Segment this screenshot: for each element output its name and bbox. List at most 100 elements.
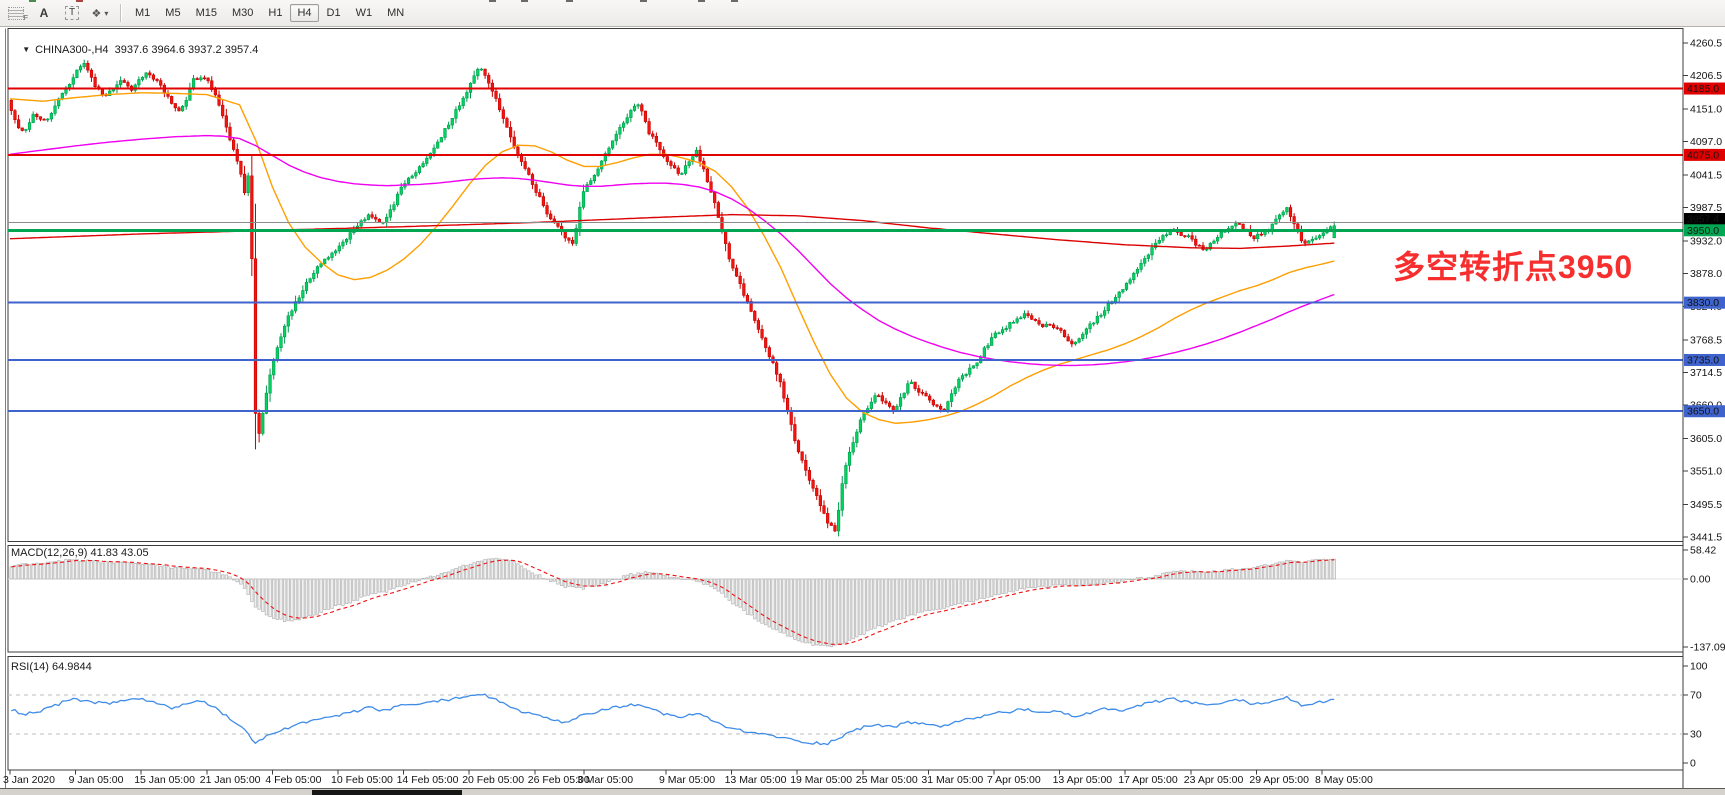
window-edge-artifact (489, 0, 496, 2)
time-axis-label: 31 Mar 05:00 (921, 774, 983, 786)
top-toolbar: F A T ❖ ▾ M1 M5 M15 M30 H1 H4 D1 W1 MN (0, 0, 1725, 27)
price-axis-label: 3495.5 (1690, 499, 1722, 511)
time-axis-label: 14 Feb 05:00 (397, 774, 459, 786)
hline-badge (1684, 296, 1725, 309)
time-axis-label: 4 Feb 05:00 (265, 774, 321, 786)
window-edge-artifact (731, 0, 738, 2)
chevron-down-icon: ▾ (104, 8, 109, 18)
tf-button-w1[interactable]: W1 (355, 7, 373, 19)
price-axis-label: 4260.5 (1690, 38, 1722, 50)
rsi-indicator-label: RSI(14) 64.9844 (11, 661, 92, 673)
rsi-axis-label: 100 (1690, 661, 1708, 673)
time-axis-label: 21 Jan 05:00 (200, 774, 261, 786)
macd-indicator-label: MACD(12,26,9) 41.83 43.05 (11, 547, 149, 559)
symbol-dropdown-icon[interactable]: ▼ (22, 45, 31, 54)
hline-badge-label: 3950.0 (1687, 225, 1719, 237)
macd-axis-label: 58.42 (1690, 545, 1716, 557)
time-axis-label: 3 Jan 2020 (3, 774, 55, 786)
time-axis[interactable]: 3 Jan 2020 9 Jan 05:00 15 Jan 05:00 21 Jan … (3, 770, 1373, 787)
grid-f-label: F (23, 15, 28, 22)
styles-icon: ❖ (91, 7, 102, 20)
price-axis-label: 3605.0 (1690, 433, 1722, 445)
timeframes-group: M1 M5 M15 M30 H1 H4 D1 W1 MN (128, 4, 411, 22)
hline-badge (1684, 405, 1725, 418)
time-axis-label: 7 Apr 05:00 (987, 774, 1041, 786)
price-axis[interactable]: 4260.5 4206.5 4151.0 4097.0 4041.5 3987.5 3932… (1683, 38, 1725, 544)
macd-signal-line (11, 559, 1335, 645)
tf-button-m1[interactable]: M1 (135, 7, 151, 19)
chart-text-annotation[interactable]: 多空转折点3950 (1393, 249, 1634, 285)
price-axis-label: 4041.5 (1690, 170, 1722, 182)
rsi-line (11, 693, 1335, 746)
styles-button[interactable]: ❖ ▾ (87, 2, 113, 24)
tf-button-mn[interactable]: MN (387, 7, 405, 19)
time-axis-label: 29 Apr 05:00 (1249, 774, 1309, 786)
window-edge-artifact (521, 0, 528, 2)
rsi-axis-label: 70 (1690, 690, 1702, 702)
time-axis-label: 9 Jan 05:00 (69, 774, 124, 786)
candles-layer[interactable] (9, 59, 1336, 537)
main-panel[interactable] (7, 28, 1684, 542)
time-axis-label: 26 Feb 05:00 (528, 774, 590, 786)
grid-template-button[interactable]: F (3, 2, 29, 24)
time-axis-label: 25 Mar 05:00 (856, 774, 918, 786)
price-axis-label: 4151.0 (1690, 104, 1722, 116)
tf-button-d1[interactable]: D1 (326, 7, 341, 19)
grid-dots-icon (8, 6, 24, 20)
tf-button-m5[interactable]: M5 (165, 7, 181, 19)
time-axis-label: 3 Mar 05:00 (577, 774, 633, 786)
font-a-icon: A (39, 6, 49, 20)
window-edge-artifact (566, 0, 573, 2)
hline-badge (1684, 82, 1725, 95)
rsi-axis-label: 30 (1690, 728, 1702, 740)
text-t-icon: T (64, 6, 80, 20)
price-axis-label: 3987.5 (1690, 202, 1722, 214)
taskbar-fragment (312, 790, 462, 795)
time-axis-label: 20 Feb 05:00 (462, 774, 524, 786)
price-axis-label: 4097.0 (1690, 136, 1722, 148)
time-axis-label: 19 Mar 05:00 (790, 774, 852, 786)
price-axis-label: 3551.0 (1690, 465, 1722, 477)
time-axis-label: 13 Apr 05:00 (1053, 774, 1113, 786)
price-axis-label: 3878.0 (1690, 268, 1722, 280)
hline-badge-label: 4185.0 (1687, 83, 1719, 95)
price-axis-label: 4206.5 (1690, 70, 1722, 82)
tf-button-h1[interactable]: H1 (268, 7, 283, 19)
rsi-axis-label: 0 (1690, 758, 1696, 770)
price-axis-label: 3714.5 (1690, 367, 1722, 379)
rsi-indicator[interactable]: 100 70 30 0 (8, 661, 1708, 770)
current-price-badge-label: 3957.4 (1687, 214, 1719, 226)
window-edge-artifact (698, 0, 705, 2)
window-bottom-edge (0, 789, 1725, 795)
time-axis-label: 8 May 05:00 (1315, 774, 1373, 786)
hline-badge (1684, 353, 1725, 366)
time-axis-label: 17 Apr 05:00 (1118, 774, 1178, 786)
time-axis-label: 15 Jan 05:00 (134, 774, 195, 786)
macd-axis-label: -137.09 (1690, 642, 1725, 654)
tf-button-m30[interactable]: M30 (231, 7, 254, 19)
hline-badge-label: 3735.0 (1687, 354, 1719, 366)
macd-indicator[interactable]: 58.42 0.00 -137.09 (8, 545, 1725, 654)
hline-badge (1684, 224, 1725, 237)
current-price-badge (1684, 213, 1725, 225)
symbol-ohlc-line: ▼ CHINA300-,H4 3937.6 3964.6 3937.2 3957.… (10, 32, 258, 68)
rsi-panel[interactable] (7, 656, 1684, 771)
hline-badge-label: 3830.0 (1687, 297, 1719, 309)
chart-canvas[interactable]: 4260.5 4206.5 4151.0 4097.0 4041.5 3987.5 3932… (0, 28, 1725, 795)
tf-button-m15[interactable]: M15 (195, 7, 217, 19)
tf-button-h4[interactable]: H4 (290, 4, 319, 22)
hline-badge (1684, 148, 1725, 161)
macd-axis-label: 0.00 (1690, 574, 1711, 586)
price-axis-label: 3768.5 (1690, 334, 1722, 346)
price-axis-label: 3441.5 (1690, 532, 1722, 544)
font-button[interactable]: A (31, 2, 57, 24)
time-axis-label: 23 Apr 05:00 (1184, 774, 1244, 786)
window-edge-artifact (640, 0, 647, 2)
window-edge-artifact (29, 0, 36, 2)
ma-slow-magenta (9, 134, 1335, 367)
toolbar-separator (120, 4, 121, 22)
text-label-button[interactable]: T (59, 2, 85, 24)
window-edge-artifact (76, 0, 83, 2)
time-axis-label: 13 Mar 05:00 (725, 774, 787, 786)
hline-badge-label: 4075.0 (1687, 149, 1719, 161)
